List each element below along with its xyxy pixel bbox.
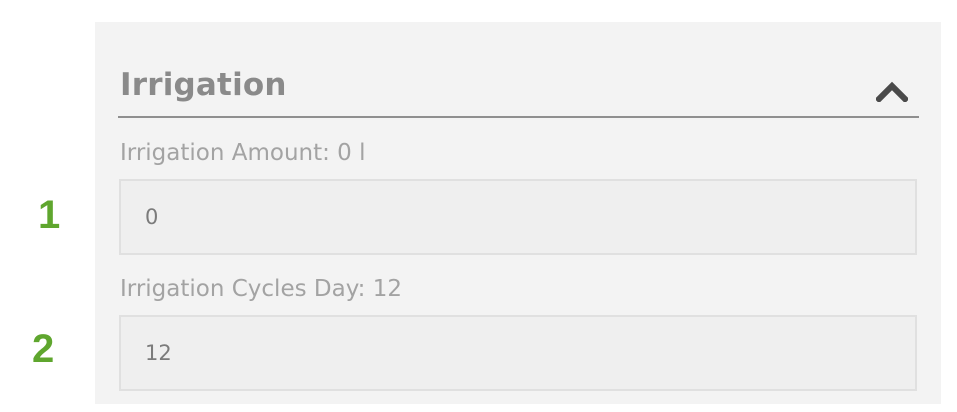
irrigation-cycles-label: Irrigation Cycles Day: 12 bbox=[120, 276, 402, 302]
irrigation-amount-input[interactable] bbox=[119, 179, 917, 255]
irrigation-cycles-input[interactable] bbox=[119, 315, 917, 391]
irrigation-section-header[interactable]: Irrigation bbox=[118, 62, 919, 118]
irrigation-amount-label: Irrigation Amount: 0 l bbox=[120, 140, 366, 166]
step-marker-1: 1 bbox=[38, 193, 61, 237]
irrigation-panel: Irrigation Irrigation Amount: 0 l Irriga… bbox=[95, 22, 941, 404]
step-marker-2: 2 bbox=[32, 327, 55, 371]
chevron-up-icon[interactable] bbox=[875, 78, 909, 104]
section-title: Irrigation bbox=[120, 67, 287, 103]
